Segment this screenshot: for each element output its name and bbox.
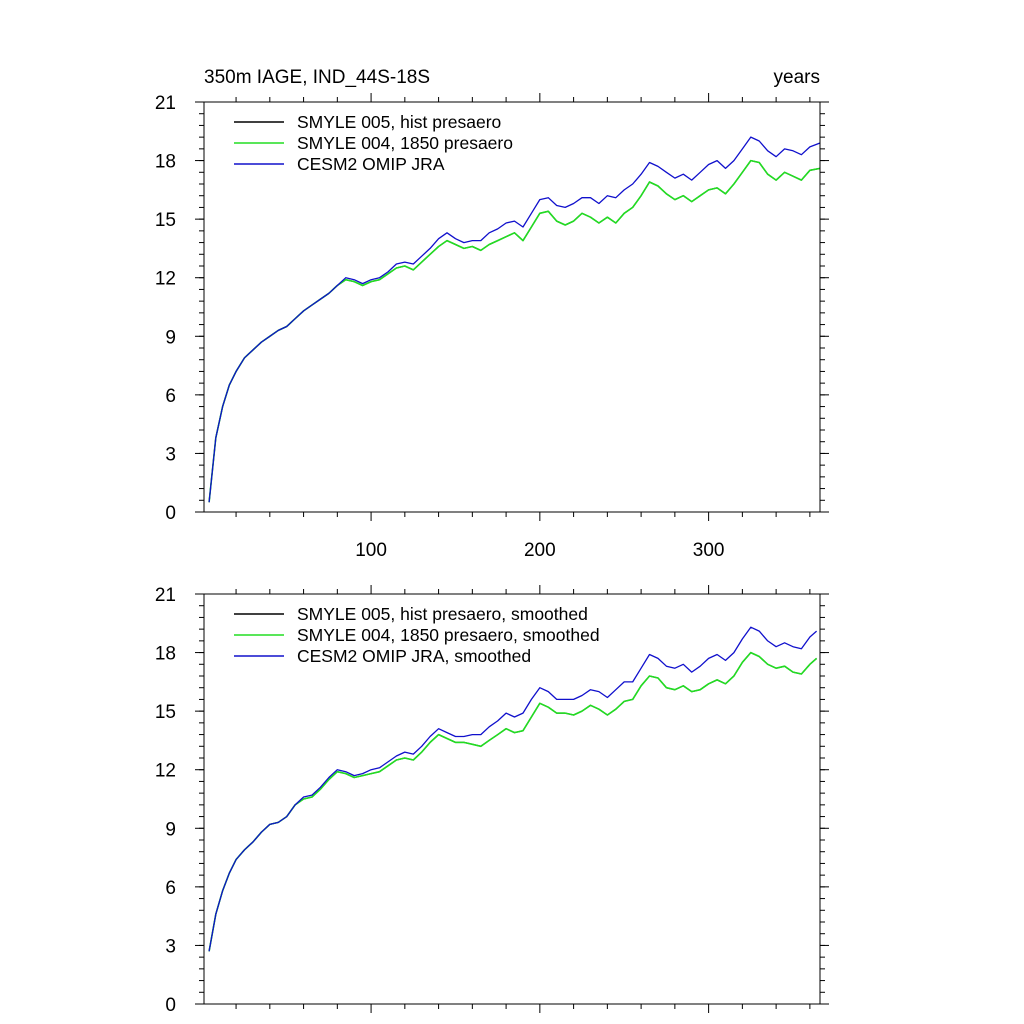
y-tick-label: 9 (165, 327, 176, 348)
y-tick-label: 0 (165, 995, 176, 1016)
y-tick-label: 21 (155, 585, 176, 606)
legend-label-0: SMYLE 005, hist presaero, smoothed (297, 604, 588, 624)
legend-label-1: SMYLE 004, 1850 presaero (297, 133, 513, 153)
legend-label-2: CESM2 OMIP JRA, smoothed (297, 646, 531, 666)
plot-frame (203, 593, 821, 1005)
legend: SMYLE 005, hist presaero, smoothedSMYLE … (234, 604, 600, 666)
plot-frame (203, 101, 821, 513)
chart-title-right: years (774, 67, 820, 88)
legend-label-0: SMYLE 005, hist presaero (297, 112, 501, 132)
y-tick-label: 6 (165, 878, 176, 899)
legend-label-1: SMYLE 004, 1850 presaero, smoothed (297, 625, 600, 645)
legend-label-2: CESM2 OMIP JRA (297, 154, 445, 174)
x-tick-label: 100 (355, 540, 387, 561)
y-tick-label: 0 (165, 503, 176, 524)
series-line-2 (208, 626, 818, 952)
axes-ticks: 0 3 6 9 12 15 18 21 (155, 585, 829, 1016)
y-tick-label: 6 (165, 386, 176, 407)
y-tick-label: 18 (155, 644, 176, 665)
x-tick-label: 200 (524, 540, 556, 561)
series-line-1 (208, 159, 821, 503)
series-line-1 (208, 651, 818, 952)
chart-panel-bottom: 0 3 6 9 12 15 18 21 SMYLE 005, hist presaero, s… (155, 585, 829, 1016)
series-line-2 (208, 136, 821, 503)
plot-lines (208, 626, 818, 952)
y-tick-label: 12 (155, 269, 176, 290)
y-tick-label: 3 (165, 444, 176, 465)
axes-ticks: 0 3 6 9 12 15 18 21 100 200 300 (155, 93, 829, 561)
y-tick-label: 9 (165, 819, 176, 840)
series-line-0 (208, 159, 821, 503)
y-tick-label: 15 (155, 702, 176, 723)
y-tick-label: 15 (155, 210, 176, 231)
y-tick-label: 21 (155, 93, 176, 114)
chart-panel-top: 350m IAGE, IND_44S-18S years 0 3 6 9 12 15 18 2… (155, 67, 829, 561)
y-tick-label: 3 (165, 936, 176, 957)
y-tick-label: 18 (155, 152, 176, 173)
x-tick-label: 300 (693, 540, 725, 561)
plot-lines (208, 136, 821, 503)
chart-title-left: 350m IAGE, IND_44S-18S (204, 67, 430, 88)
y-tick-label: 12 (155, 761, 176, 782)
